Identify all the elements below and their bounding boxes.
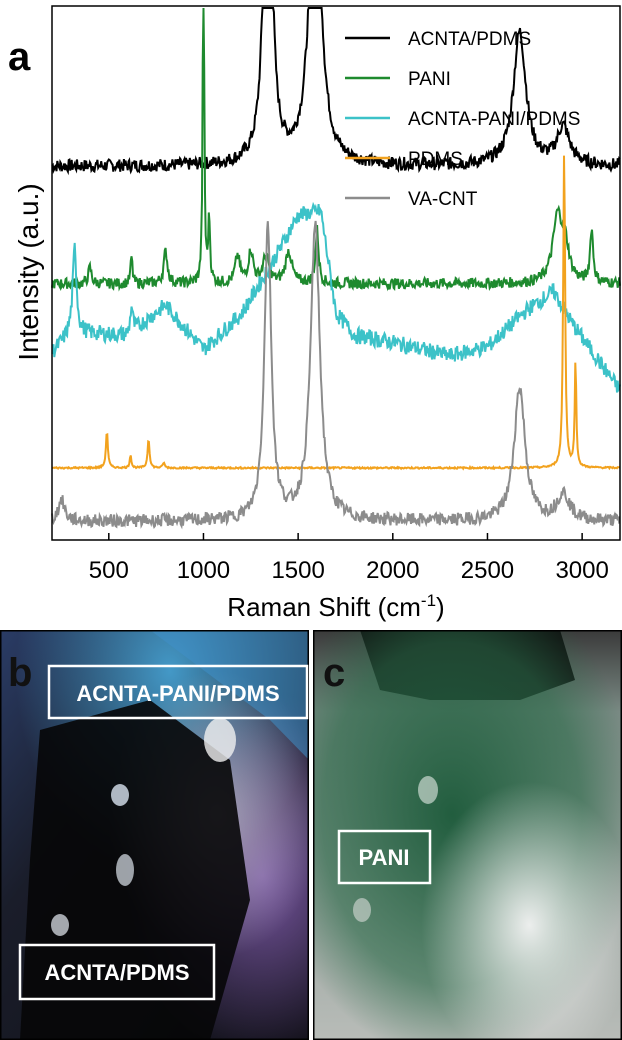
panel-c-photo	[313, 630, 622, 1040]
label-acnta-pdms: ACNTA/PDMS	[44, 960, 189, 985]
series-line-0	[51, 7, 621, 176]
x-tick-label: 1500	[271, 557, 324, 584]
x-axis-label-sup: -1	[421, 591, 436, 610]
panel-a-letter: a	[8, 35, 31, 79]
x-tick-label: 3000	[555, 557, 608, 584]
plot-frame	[51, 5, 621, 541]
x-axis-label-main: Raman Shift (cm	[227, 592, 421, 622]
plot-lines	[51, 7, 621, 530]
x-axis-label-end: )	[436, 592, 445, 622]
panel-b-photo	[0, 630, 309, 1040]
legend-label: PDMS	[408, 149, 463, 170]
label-acnta-pani-pdms: ACNTA-PANI/PDMS	[76, 681, 279, 706]
y-axis-label: Intensity (a.u.)	[13, 183, 44, 360]
x-tick-label: 2500	[461, 557, 514, 584]
raman-chart: a 500 1000 1500 2000 2500 3000 Intensity (a.u…	[8, 5, 621, 622]
panel-c-letter: c	[323, 651, 345, 695]
legend-label: VA-CNT	[408, 189, 478, 210]
x-tick-label: 500	[89, 557, 129, 584]
legend: ACNTA/PDMS PANI ACNTA-PANI/PDMS PDMS VA-CNT	[345, 29, 580, 210]
label-box-acnta-pdms	[18, 943, 216, 1001]
label-box-pani	[337, 829, 432, 885]
label-pani: PANI	[359, 845, 410, 870]
legend-label: ACNTA/PDMS	[408, 29, 531, 50]
x-tick-label: 1000	[177, 557, 230, 584]
panel-b-letter: b	[8, 651, 32, 695]
series-line-4	[51, 220, 621, 530]
legend-label: ACNTA-PANI/PDMS	[408, 109, 580, 130]
label-box-acnta-pani-pdms	[47, 664, 309, 720]
series-line-2	[51, 201, 621, 393]
x-axis-label: Raman Shift (cm-1)	[227, 591, 444, 622]
x-tick-label: 2000	[366, 557, 419, 584]
series-line-1	[51, 7, 621, 292]
x-axis: 500 1000 1500 2000 2500 3000	[89, 533, 609, 584]
legend-label: PANI	[408, 69, 451, 90]
series-line-3	[51, 155, 621, 471]
